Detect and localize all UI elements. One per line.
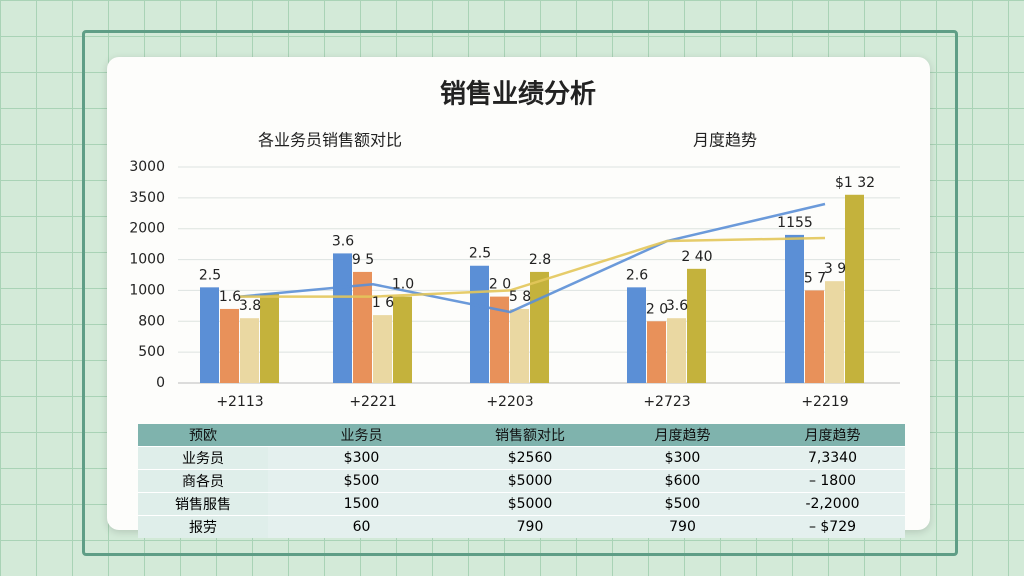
- table-cell: 报劳: [138, 515, 268, 538]
- table-row: 报劳 60 790 790– $729: [138, 515, 905, 538]
- y-tick-label: 3500: [129, 190, 165, 206]
- table-row: 销售服售 1500 $5000 $500 -2,2000: [138, 492, 905, 516]
- data-annotation: 3.6: [332, 233, 354, 249]
- data-annotation: 2 40: [681, 249, 712, 265]
- bar: [667, 318, 686, 383]
- frame: [82, 30, 958, 556]
- bar: [785, 234, 804, 383]
- table-cell: 月度趋势: [605, 424, 760, 447]
- table-cell: $300: [605, 446, 760, 470]
- table-row: 业务员 $300 $2560 $300 7,3340: [138, 446, 905, 470]
- table-cell: 790: [455, 515, 605, 538]
- table-cell: 商各员: [138, 469, 268, 493]
- data-annotation: 5 7: [804, 270, 826, 286]
- bar: [373, 315, 392, 383]
- page-title: 销售业绩分析: [440, 79, 596, 110]
- bar: [510, 308, 529, 383]
- y-tick-label: 1000: [129, 252, 165, 268]
- table-cell: 业务员: [268, 424, 455, 447]
- bar: [530, 271, 549, 383]
- table-cell: -2,2000: [760, 492, 905, 516]
- data-annotation: 2.8: [529, 252, 551, 268]
- x-tick-label: +2723: [643, 394, 690, 410]
- table-cell: $300: [268, 446, 455, 470]
- y-tick-label: 2000: [129, 221, 165, 237]
- line-title: 月度趋势: [693, 131, 757, 150]
- table-row: 预欧 业务员 销售额对比 月度趋势 月度趋势: [138, 424, 905, 447]
- table-cell: 销售额对比: [455, 424, 605, 447]
- table-cell: $500: [605, 492, 760, 516]
- trend-line: [240, 236, 826, 298]
- data-annotation: 3.8: [239, 298, 261, 314]
- x-tick-label: +2203: [486, 394, 533, 410]
- data-annotation: 2.6: [626, 267, 648, 283]
- bar-title: 各业务员销售额对比: [258, 131, 402, 150]
- y-tick-label: 500: [138, 344, 165, 360]
- bar: [805, 290, 824, 383]
- x-tick-label: +2113: [216, 394, 263, 410]
- y-tick-label: 800: [138, 313, 165, 329]
- data-annotation: 1.6: [219, 289, 241, 305]
- data-annotation: 1.0: [392, 277, 414, 293]
- table-row: 商各员 $500 $5000 $600– 1800: [138, 469, 905, 493]
- table: 预欧 业务员 销售额对比 月度趋势 月度趋势 业务员 $300 $2560 $300 7,3340…: [138, 424, 905, 538]
- table-cell: $600: [605, 469, 760, 493]
- table-cell: 业务员: [138, 446, 268, 470]
- table-cell: 7,3340: [760, 446, 905, 470]
- data-annotation: 2.5: [199, 267, 221, 283]
- data-annotation: 5 8: [509, 289, 531, 305]
- table-cell: 1500: [268, 492, 455, 516]
- table-cell: $5000: [455, 469, 605, 493]
- bar: [470, 265, 489, 383]
- bar: [353, 271, 372, 383]
- bar: [393, 296, 412, 383]
- bar: [333, 253, 352, 383]
- data-annotation: 1155: [777, 215, 813, 231]
- y-tick-label: 0: [156, 375, 165, 391]
- bar: [825, 281, 844, 383]
- data-annotation: 3.6: [666, 298, 688, 314]
- y-tick-label: 3000: [129, 159, 165, 175]
- table-cell: 60: [268, 515, 455, 538]
- data-annotation: 2.5: [469, 246, 491, 262]
- bar: [627, 287, 646, 383]
- table-cell: $5000: [455, 492, 605, 516]
- data-annotation: $1 32: [835, 175, 875, 191]
- bar: [687, 268, 706, 383]
- bar: [490, 296, 509, 383]
- table-cell: – $729: [760, 515, 905, 538]
- bar: [220, 308, 239, 383]
- trend-line: [239, 202, 826, 314]
- data-annotation: 2 0: [489, 277, 511, 293]
- table-cell: 月度趋势: [760, 424, 905, 447]
- table-cell: – 1800: [760, 469, 905, 493]
- table-cell: 销售服售: [138, 492, 268, 516]
- x-tick-label: +2221: [349, 394, 396, 410]
- y-tick-label: 1000: [129, 282, 165, 298]
- data-annotation: 1 6: [372, 295, 394, 311]
- bar: [260, 293, 279, 383]
- bar: [200, 287, 219, 383]
- data-annotation: 9 5: [352, 252, 374, 268]
- bar: [647, 321, 666, 383]
- table-cell: 预欧: [138, 424, 268, 447]
- bar: [845, 194, 864, 383]
- data-annotation: 2 0: [646, 301, 668, 317]
- table-cell: $500: [268, 469, 455, 493]
- bar: [240, 318, 259, 383]
- x-tick-label: +2219: [801, 394, 848, 410]
- table-cell: $2560: [455, 446, 605, 470]
- data-annotation: 3 9: [824, 261, 846, 277]
- table-cell: 790: [605, 515, 760, 538]
